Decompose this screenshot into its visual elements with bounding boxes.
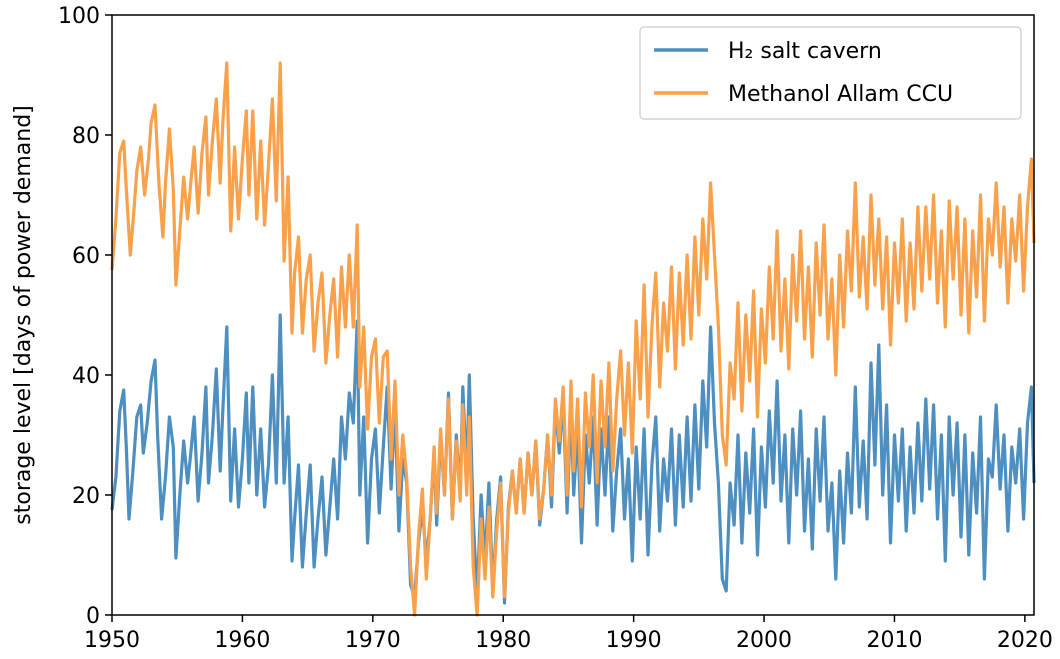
x-tick-label: 1950 — [84, 628, 140, 653]
x-tick-label: 2000 — [736, 628, 792, 653]
series-lines — [110, 61, 1036, 617]
series-line-2 — [110, 61, 1036, 617]
y-axis-label: storage level [days of power demand] — [11, 105, 36, 524]
x-tick-label: 2020 — [997, 628, 1053, 653]
plot-frame — [111, 14, 1035, 616]
legend-box — [639, 26, 1022, 120]
y-tick-label: 20 — [72, 484, 100, 509]
y-tick-label: 60 — [72, 244, 100, 269]
y-tick-label: 100 — [58, 4, 100, 29]
x-axis-ticks: 1950 1960 1970 1980 1990 2000 2010 2020 — [84, 615, 1053, 653]
y-axis-ticks: 0 20 40 60 80 100 — [58, 4, 112, 629]
x-tick-label: 1970 — [345, 628, 401, 653]
legend-label-h2: H₂ salt cavern — [728, 39, 882, 64]
x-tick-label: 2010 — [866, 628, 922, 653]
legend-label-methanol: Methanol Allam CCU — [728, 82, 953, 107]
x-tick-label: 1980 — [475, 628, 531, 653]
y-tick-label: 80 — [72, 124, 100, 149]
y-tick-label: 40 — [72, 364, 100, 389]
x-tick-label: 1960 — [214, 628, 270, 653]
y-tick-label: 0 — [86, 604, 100, 629]
x-tick-label: 1990 — [606, 628, 662, 653]
legend: H₂ salt cavern Methanol Allam CCU — [639, 26, 1022, 120]
